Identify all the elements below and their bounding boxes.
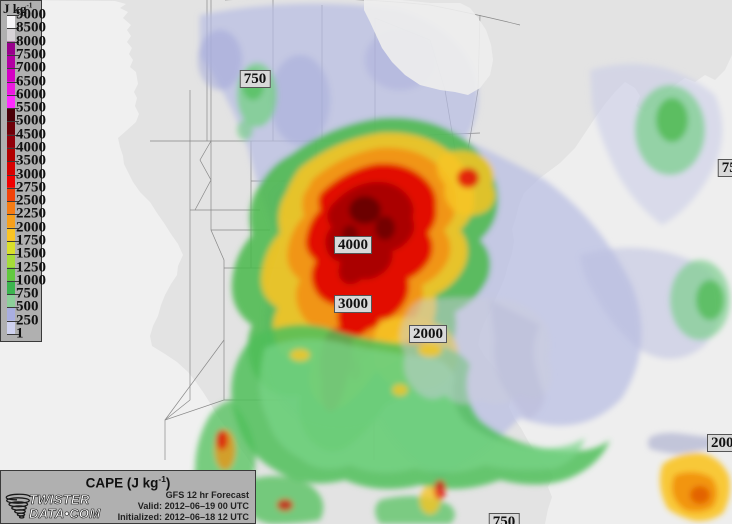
svg-text:DATA•COM: DATA•COM xyxy=(29,506,101,521)
svg-text:TWISTER: TWISTER xyxy=(29,492,90,507)
